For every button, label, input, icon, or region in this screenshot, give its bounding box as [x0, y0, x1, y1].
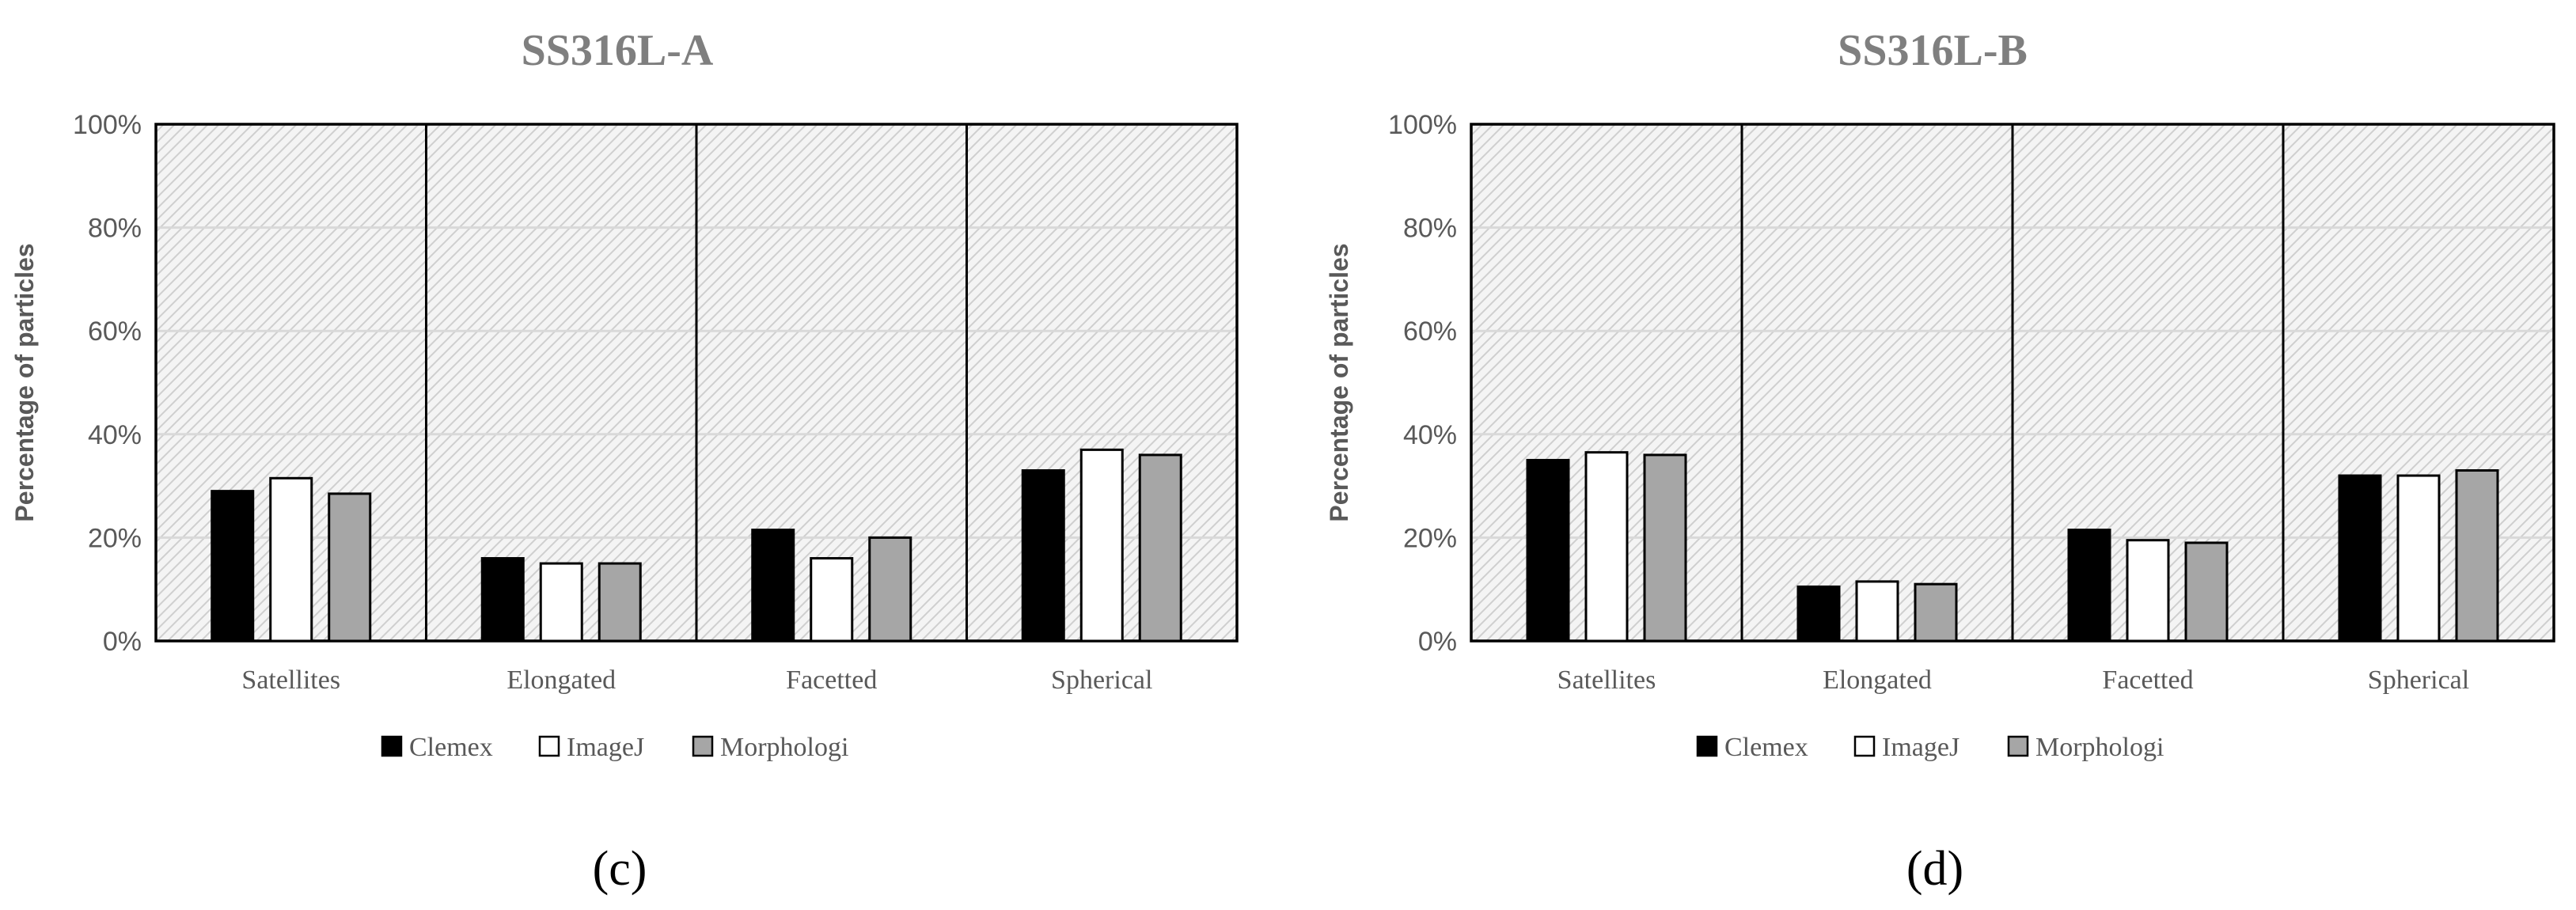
chart-panel-d: SS316L-B 0% 20% 40% 60% 80% 100% Satellites Elon…	[1325, 26, 2555, 896]
panel-label: (c)	[593, 842, 647, 896]
y-tick-label: 0%	[103, 627, 142, 657]
x-tick-label: Elongated	[506, 665, 616, 695]
chart-title: SS316L-B	[1838, 26, 2028, 75]
legend-item-imagej: ImageJ	[1853, 733, 1960, 762]
x-tick-label: Spherical	[1051, 665, 1152, 695]
y-tick-label: 20%	[88, 523, 142, 553]
bar-imagej-elongated	[539, 562, 583, 643]
x-tick-label: Satellites	[1557, 665, 1656, 695]
legend-swatch-morphologi	[2007, 735, 2029, 757]
y-tick-label: 60%	[1403, 317, 1457, 347]
x-tick-label: Facetted	[2102, 665, 2193, 695]
y-tick-label: 20%	[1403, 523, 1457, 553]
bar-morphologi-satellites	[1643, 453, 1687, 643]
legend-item-clemex: Clemex	[1696, 733, 1808, 762]
legend-label-clemex: Clemex	[1724, 733, 1808, 762]
bar-clemex-facetted	[751, 529, 795, 643]
y-tick-label: 40%	[1403, 420, 1457, 450]
legend: Clemex ImageJ Morphologi	[381, 733, 848, 762]
x-tick-label: Spherical	[2368, 665, 2469, 695]
bar-clemex-elongated	[1796, 585, 1841, 643]
legend-label-clemex: Clemex	[409, 733, 493, 762]
bar-imagej-satellites	[269, 476, 313, 643]
bar-clemex-spherical	[2338, 474, 2382, 643]
legend-item-morphologi: Morphologi	[2007, 733, 2164, 762]
bar-morphologi-facetted	[868, 536, 912, 643]
legend-item-morphologi: Morphologi	[692, 733, 848, 762]
bar-morphologi-facetted	[2184, 541, 2229, 643]
legend-label-imagej: ImageJ	[567, 733, 644, 762]
bar-imagej-facetted	[2126, 539, 2170, 643]
legend-swatch-clemex	[381, 735, 403, 757]
y-tick-label: 100%	[73, 110, 142, 140]
bar-imagej-spherical	[2396, 474, 2441, 643]
bar-clemex-spherical	[1021, 469, 1065, 643]
y-tick-label: 40%	[88, 420, 142, 450]
bar-morphologi-elongated	[598, 562, 642, 643]
legend-label-imagej: ImageJ	[1882, 733, 1960, 762]
legend: Clemex ImageJ Morphologi	[1696, 733, 2164, 762]
legend-swatch-imagej	[538, 735, 560, 757]
x-tick-label: Facetted	[786, 665, 877, 695]
bar-clemex-facetted	[2067, 529, 2111, 643]
bar-clemex-satellites	[211, 490, 255, 643]
y-axis-label: Percentage of particles	[10, 243, 39, 521]
legend-label-morphologi: Morphologi	[720, 733, 848, 762]
chart-panel-c: SS316L-A 0% 20% 40% 60% 80% 100% Satellites Elon…	[10, 26, 1239, 896]
x-tick-label: Elongated	[1823, 665, 1932, 695]
bar-morphologi-elongated	[1914, 582, 1958, 643]
legend-swatch-morphologi	[692, 735, 714, 757]
chart-title: SS316L-A	[522, 26, 714, 75]
legend-item-clemex: Clemex	[381, 733, 493, 762]
bar-imagej-satellites	[1584, 451, 1629, 643]
y-tick-label: 80%	[1403, 214, 1457, 244]
y-axis-label: Percentage of particles	[1325, 243, 1353, 521]
y-tick-label: 60%	[88, 317, 142, 347]
bar-morphologi-spherical	[2455, 469, 2499, 643]
y-tick-label: 100%	[1388, 110, 1457, 140]
plot-frame	[154, 123, 1239, 643]
plot-frame	[1470, 123, 2555, 643]
x-tick-label: Satellites	[241, 665, 340, 695]
bar-morphologi-satellites	[328, 492, 372, 643]
legend-swatch-clemex	[1696, 735, 1718, 757]
bar-imagej-facetted	[810, 557, 854, 643]
bar-clemex-elongated	[480, 557, 525, 643]
panel-label: (d)	[1906, 842, 1963, 896]
bar-imagej-elongated	[1855, 580, 1899, 643]
legend-item-imagej: ImageJ	[538, 733, 644, 762]
bar-clemex-satellites	[1526, 458, 1570, 643]
y-tick-label: 0%	[1418, 627, 1457, 657]
y-tick-label: 80%	[88, 214, 142, 244]
legend-label-morphologi: Morphologi	[2035, 733, 2164, 762]
bar-morphologi-spherical	[1138, 453, 1182, 643]
bar-imagej-spherical	[1079, 448, 1124, 643]
legend-swatch-imagej	[1853, 735, 1876, 757]
